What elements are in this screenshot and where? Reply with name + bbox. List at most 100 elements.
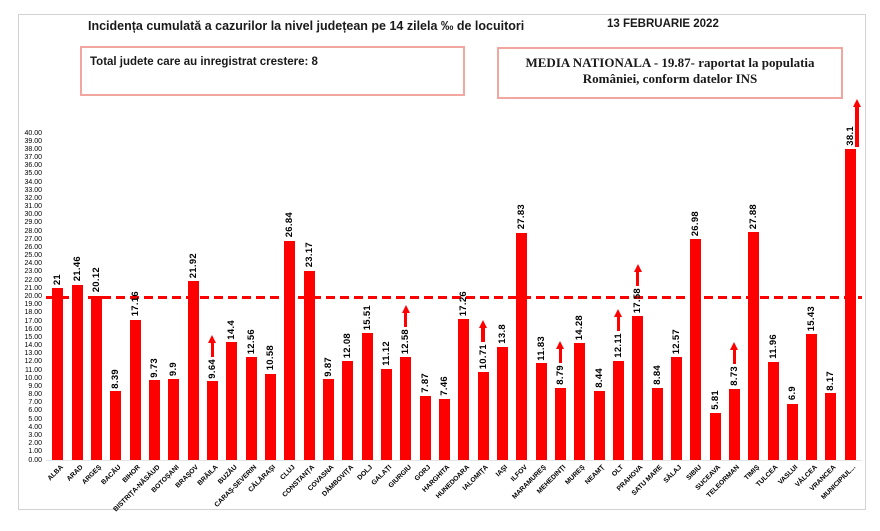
bar — [574, 343, 586, 460]
bar-value-label: 13.8 — [496, 324, 508, 345]
national-average-line1: MEDIA NATIONALA - 19.87- raportat la pop… — [525, 55, 815, 70]
y-axis-tick-label: 21.00 — [24, 284, 42, 292]
bar — [458, 318, 470, 460]
bar — [554, 388, 566, 460]
y-axis-tick-label: 33.00 — [24, 186, 42, 194]
bar — [709, 412, 721, 460]
bar-group: 38.1 — [841, 126, 860, 460]
bar-group: 11.83 — [531, 133, 550, 460]
increase-arrow-icon — [614, 309, 623, 331]
bar — [129, 319, 141, 460]
bar — [226, 342, 238, 460]
bar-group: 7.46 — [435, 133, 454, 460]
y-axis-tick-label: 7.00 — [28, 399, 42, 407]
increase-arrow-icon — [479, 320, 488, 342]
bar — [380, 369, 392, 460]
bar — [284, 240, 296, 460]
y-axis-tick-label: 1.00 — [28, 448, 42, 456]
y-axis-tick-label: 10.00 — [24, 374, 42, 382]
chart-frame — [18, 14, 866, 510]
bar-group: 21 — [48, 133, 67, 460]
bar-group: 6.9 — [783, 133, 802, 460]
bar — [71, 284, 83, 460]
y-axis-tick-label: 27.00 — [24, 235, 42, 243]
bar — [52, 288, 64, 460]
bar-group: 9.64 — [203, 133, 222, 460]
y-axis-tick-label: 40.00 — [24, 129, 42, 137]
y-axis-tick-label: 39.00 — [24, 137, 42, 145]
bar-value-label: 9.64 — [206, 358, 218, 379]
y-axis-tick-label: 30.00 — [24, 211, 42, 219]
bar-group: 21.46 — [67, 133, 86, 460]
bar-value-label: 17.16 — [129, 291, 141, 317]
bar-value-label: 11.83 — [535, 335, 547, 361]
y-axis-tick-label: 14.00 — [24, 342, 42, 350]
bar-value-label: 6.9 — [786, 386, 798, 401]
bar — [593, 391, 605, 460]
bar — [748, 232, 760, 460]
bar-value-label: 7.46 — [438, 376, 450, 397]
bar-value-label: 8.79 — [554, 365, 566, 386]
bar-group: 9.87 — [319, 133, 338, 460]
bar-value-label: 21.46 — [71, 256, 83, 282]
y-axis-tick-label: 3.00 — [28, 431, 42, 439]
growth-summary-box: Total judete care au inregistrat crester… — [80, 46, 465, 96]
bar — [612, 361, 624, 460]
y-axis-tick-label: 17.00 — [24, 317, 42, 325]
increase-arrow-icon — [556, 341, 565, 363]
bar — [670, 357, 682, 460]
bar — [400, 357, 412, 460]
bar — [342, 361, 354, 460]
bar-value-label: 7.87 — [419, 372, 431, 393]
y-axis-tick-label: 13.00 — [24, 350, 42, 358]
bar-group: 26.98 — [686, 133, 705, 460]
y-axis-tick-label: 4.00 — [28, 423, 42, 431]
bar-group: 12.08 — [338, 133, 357, 460]
increase-arrow-icon — [730, 342, 739, 364]
y-axis-tick-label: 31.00 — [24, 203, 42, 211]
bar-group: 8.17 — [821, 133, 840, 460]
bar-value-label: 38.1 — [844, 125, 856, 146]
bar-value-label: 15.51 — [361, 304, 373, 331]
national-average-line2: României, conform datelor INS — [582, 71, 758, 86]
bar-group: 21.92 — [183, 133, 202, 460]
bar-value-label: 20.12 — [90, 267, 102, 293]
increase-arrow-icon — [208, 335, 217, 357]
bar-group: 12.58 — [396, 133, 415, 460]
bar-value-label: 17.58 — [632, 288, 644, 314]
bar-value-label: 10.71 — [477, 344, 489, 370]
bar-group: 17.16 — [125, 133, 144, 460]
bar — [110, 391, 122, 460]
bar-value-label: 9.9 — [168, 361, 180, 377]
bar — [90, 295, 102, 460]
bar-group: 9.73 — [145, 133, 164, 460]
bar — [535, 363, 547, 460]
bar — [825, 393, 837, 460]
bar-group: 15.43 — [802, 133, 821, 460]
y-axis-tick-label: 9.00 — [28, 382, 42, 390]
y-axis-tick-label: 0.00 — [28, 456, 42, 464]
report-date: 13 FEBRUARIE 2022 — [607, 18, 719, 30]
increase-arrow-icon — [401, 305, 410, 327]
bar-group: 9.9 — [164, 133, 183, 460]
bar-group: 17.58 — [628, 133, 647, 460]
bar-value-label: 23.17 — [303, 242, 315, 268]
bar-value-label: 9.73 — [148, 357, 160, 378]
y-axis-tick-label: 37.00 — [24, 154, 42, 162]
bar — [690, 239, 702, 460]
bar-value-label: 14.4 — [226, 319, 238, 340]
bar-group: 13.8 — [493, 133, 512, 460]
bar-value-label: 26.84 — [284, 212, 296, 238]
y-axis: 0.00 1.00 2.00 3.00 4.00 5.00 6.00 7.00 8.00 9.00… — [0, 130, 42, 464]
bar — [728, 388, 740, 460]
bar-group: 27.83 — [512, 133, 531, 460]
increase-arrow-icon — [633, 264, 642, 286]
growth-summary-text: Total judete care au inregistrat crester… — [90, 56, 318, 68]
bar-value-label: 8.73 — [728, 365, 740, 386]
bar-value-label: 12.56 — [245, 329, 257, 355]
y-axis-tick-label: 22.00 — [24, 276, 42, 284]
y-axis-tick-label: 38.00 — [24, 145, 42, 153]
bar-group: 27.88 — [744, 133, 763, 460]
y-axis-tick-label: 12.00 — [24, 358, 42, 366]
